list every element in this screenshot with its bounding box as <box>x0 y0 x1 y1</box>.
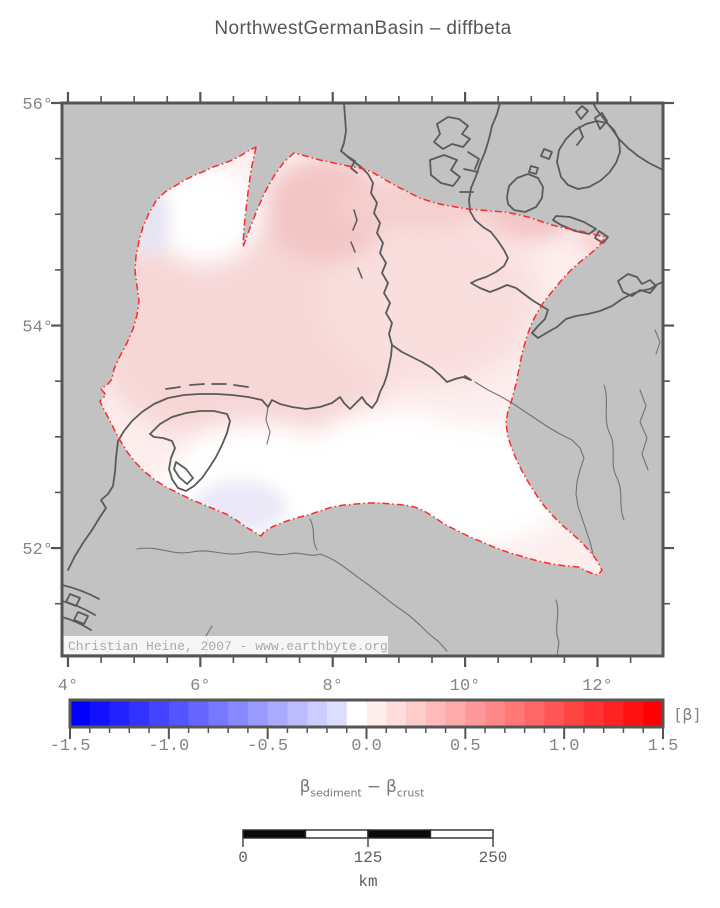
colorbar-cell <box>326 700 348 727</box>
map-frame <box>60 101 665 658</box>
y-axis-tick-label: 52° <box>22 541 53 560</box>
colorbar-caption: βsediment − βcrust <box>222 777 502 799</box>
colorbar-cell <box>70 700 91 727</box>
colorbar-cell <box>406 700 427 727</box>
colorbar-tick-label: -1.0 <box>148 737 189 756</box>
colorbar-cell <box>109 700 130 727</box>
colorbar-cell <box>504 700 526 727</box>
colorbar-cell <box>188 700 209 727</box>
coastlines <box>62 103 663 631</box>
colorbar-cell <box>129 700 150 727</box>
colorbar-cell <box>208 700 229 727</box>
colorbar-cell <box>228 700 249 727</box>
colorbar-cell <box>485 700 506 727</box>
beta-symbol-2: β <box>385 777 397 797</box>
scalebar-segment <box>242 829 307 839</box>
colorbar-cell <box>149 700 170 727</box>
colorbar-cell <box>366 700 387 727</box>
scalebar-segment <box>304 829 369 839</box>
watermark-text: Christian Heine, 2007 - www.earthbyte.or… <box>68 639 388 654</box>
beta-sub-crust: crust <box>396 786 425 800</box>
colorbar-tick-label: 0.5 <box>450 737 481 756</box>
figure-title: NorthwestGermanBasin – diffbeta <box>214 18 512 39</box>
colorbar-cell <box>643 700 664 727</box>
colorbar-cell <box>267 700 289 727</box>
x-axis-tick-label: 10° <box>450 677 481 696</box>
rivers <box>95 329 661 656</box>
minus-operator: − <box>366 777 381 797</box>
colorbar-cell <box>307 700 328 727</box>
y-axis-tick-label: 56° <box>22 96 53 115</box>
colorbar-cell <box>445 700 466 727</box>
scalebar-tick-label: 0 <box>238 849 248 867</box>
colorbar-cell <box>425 700 447 727</box>
scalebar: 0 125 250 km <box>238 829 508 891</box>
colorbar-cell <box>564 700 585 727</box>
colorbar-tick-label: 1.5 <box>648 737 679 756</box>
beta-symbol-1: β <box>299 777 311 797</box>
colorbar-cell <box>583 700 605 727</box>
scalebar-tick-label: 125 <box>354 849 383 867</box>
colorbar-tick-label: 0.0 <box>351 737 382 756</box>
x-axis-tick-label: 12° <box>582 677 613 696</box>
beta-sub-sediment: sediment <box>310 786 362 800</box>
colorbar-cell <box>247 700 269 727</box>
colorbar-cell <box>168 700 190 727</box>
axis-ticks-and-labels: 4° 6° 8° 10° 12° 56° 54° 52° <box>22 92 674 696</box>
x-axis-tick-label: 8° <box>323 677 343 696</box>
colorbar-tick-label: -0.5 <box>247 737 288 756</box>
y-axis-tick-label: 54° <box>22 319 53 338</box>
x-axis-tick-label: 6° <box>190 677 210 696</box>
basin-outline <box>99 146 606 576</box>
map-canvas: Christian Heine, 2007 - www.earthbyte.or… <box>62 103 663 656</box>
colorbar-tick-label: 1.0 <box>549 737 580 756</box>
colorbar-cell <box>524 700 545 727</box>
x-axis-tick-label: 4° <box>58 677 78 696</box>
scalebar-tick-label: 250 <box>479 849 508 867</box>
colorbar-cell <box>603 700 625 727</box>
colorbar-cell <box>89 700 111 727</box>
colorbar-cell <box>346 700 368 727</box>
colorbar: -1.5 -1.0 -0.5 0.0 0.5 1.0 1.5 <box>50 698 679 756</box>
colorbar-unit-label: [β] <box>673 705 702 724</box>
colorbar-cell <box>386 700 407 727</box>
scalebar-unit-label: km <box>358 873 377 891</box>
scalebar-segment <box>367 829 432 839</box>
colorbar-cell <box>287 700 308 727</box>
scalebar-segment <box>429 829 494 839</box>
colorbar-cell <box>544 700 565 727</box>
colorbar-cell <box>465 700 486 727</box>
colorbar-tick-label: -1.5 <box>50 737 91 756</box>
basin-pink-anomaly <box>100 210 540 450</box>
watermark-box <box>63 636 388 654</box>
colorbar-cell <box>623 700 644 727</box>
